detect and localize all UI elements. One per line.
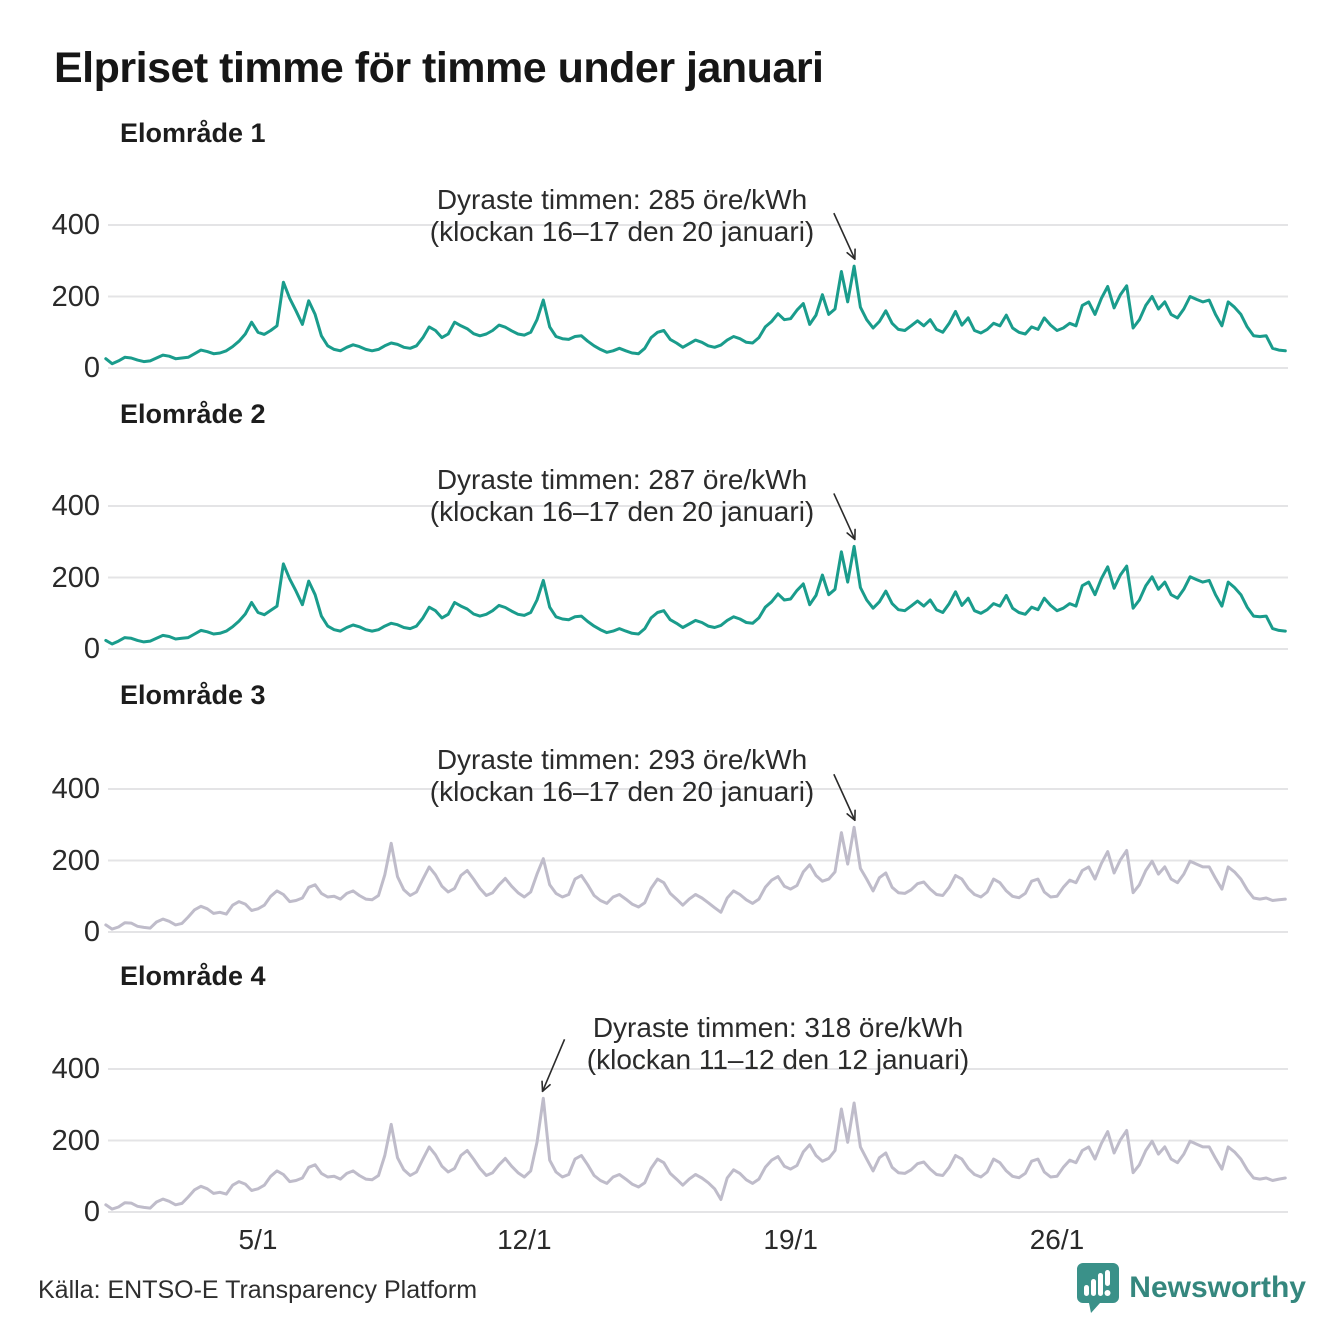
- y-tick-label: 0: [83, 1196, 100, 1228]
- panel-title-elomrade-1: Elområde 1: [120, 118, 266, 148]
- y-tick-label: 400: [51, 1053, 100, 1085]
- annotation-elomrade-1: Dyraste timmen: 285 öre/kWh (klockan 16–…: [430, 184, 814, 248]
- y-tick-label: 200: [51, 280, 100, 313]
- annotation-line-1: Dyraste timmen: 285 öre/kWh: [436, 184, 808, 215]
- annotation-elomrade-3: Dyraste timmen: 293 öre/kWh (klockan 16–…: [430, 744, 814, 808]
- y-tick-label: 400: [51, 490, 100, 522]
- newsworthy-wordmark: Newsworthy: [1129, 1271, 1306, 1304]
- annotation-line-1: Dyraste timmen: 293 öre/kWh: [436, 744, 808, 775]
- y-tick-label: 400: [51, 209, 100, 241]
- newsworthy-icon: [1077, 1263, 1120, 1313]
- y-tick-label: 0: [83, 633, 100, 665]
- panel-title-elomrade-4: Elområde 4: [120, 961, 266, 991]
- y-tick-label: 200: [51, 1124, 100, 1157]
- annotation-line-1: Dyraste timmen: 318 öre/kWh: [592, 1012, 964, 1043]
- x-tick-label: 5/1: [238, 1224, 278, 1255]
- y-tick-label: 200: [51, 561, 100, 594]
- y-tick-label: 0: [83, 916, 100, 948]
- panel-title-elomrade-3: Elområde 3: [120, 680, 266, 710]
- y-tick-label: 200: [51, 844, 100, 877]
- annotation-line-2: (klockan 11–12 den 12 januari): [586, 1044, 970, 1075]
- annotation-line-1: Dyraste timmen: 287 öre/kWh: [436, 464, 808, 495]
- annotation-elomrade-2: Dyraste timmen: 287 öre/kWh (klockan 16–…: [430, 464, 814, 528]
- y-tick-label: 0: [83, 352, 100, 384]
- panel-title-elomrade-2: Elområde 2: [120, 399, 266, 429]
- annotation-elomrade-4: Dyraste timmen: 318 öre/kWh (klockan 11–…: [587, 1012, 969, 1076]
- source-note: Källa: ENTSO-E Transparency Platform: [38, 1276, 478, 1304]
- x-tick-label: 12/1: [497, 1224, 552, 1255]
- chart-title: Elpriset timme för timme under januari: [54, 44, 824, 92]
- x-tick-label: 26/1: [1029, 1224, 1085, 1255]
- annotation-line-2: (klockan 16–17 den 20 januari): [429, 216, 815, 247]
- x-tick-label: 19/1: [763, 1224, 818, 1255]
- annotation-line-2: (klockan 16–17 den 20 januari): [429, 496, 815, 527]
- annotation-line-2: (klockan 16–17 den 20 januari): [429, 776, 815, 807]
- newsworthy-logo: Newsworthy: [1076, 1262, 1306, 1314]
- y-tick-label: 400: [51, 773, 100, 805]
